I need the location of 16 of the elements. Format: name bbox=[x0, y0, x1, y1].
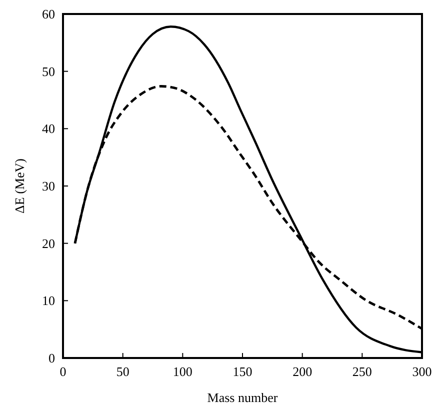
y-tick-label: 50 bbox=[42, 64, 55, 79]
y-tick-label: 40 bbox=[42, 121, 55, 136]
y-tick-label: 10 bbox=[42, 293, 55, 308]
y-tick-label: 30 bbox=[42, 178, 55, 194]
x-axis-title: Mass number bbox=[207, 390, 278, 405]
y-tick-label: 0 bbox=[48, 350, 55, 366]
x-tick-label: 250 bbox=[352, 364, 372, 379]
x-tick-label: 150 bbox=[232, 364, 252, 379]
y-tick-label: 20 bbox=[42, 236, 55, 251]
x-tick-label: 50 bbox=[116, 364, 130, 379]
x-tick-label: 0 bbox=[60, 364, 66, 379]
y-tick-label: 60 bbox=[42, 6, 55, 22]
x-tick-label: 200 bbox=[292, 364, 312, 379]
x-tick-label: 300 bbox=[412, 364, 432, 379]
y-axis-title: ΔE (MeV) bbox=[12, 158, 27, 214]
x-tick-label: 100 bbox=[172, 364, 192, 379]
